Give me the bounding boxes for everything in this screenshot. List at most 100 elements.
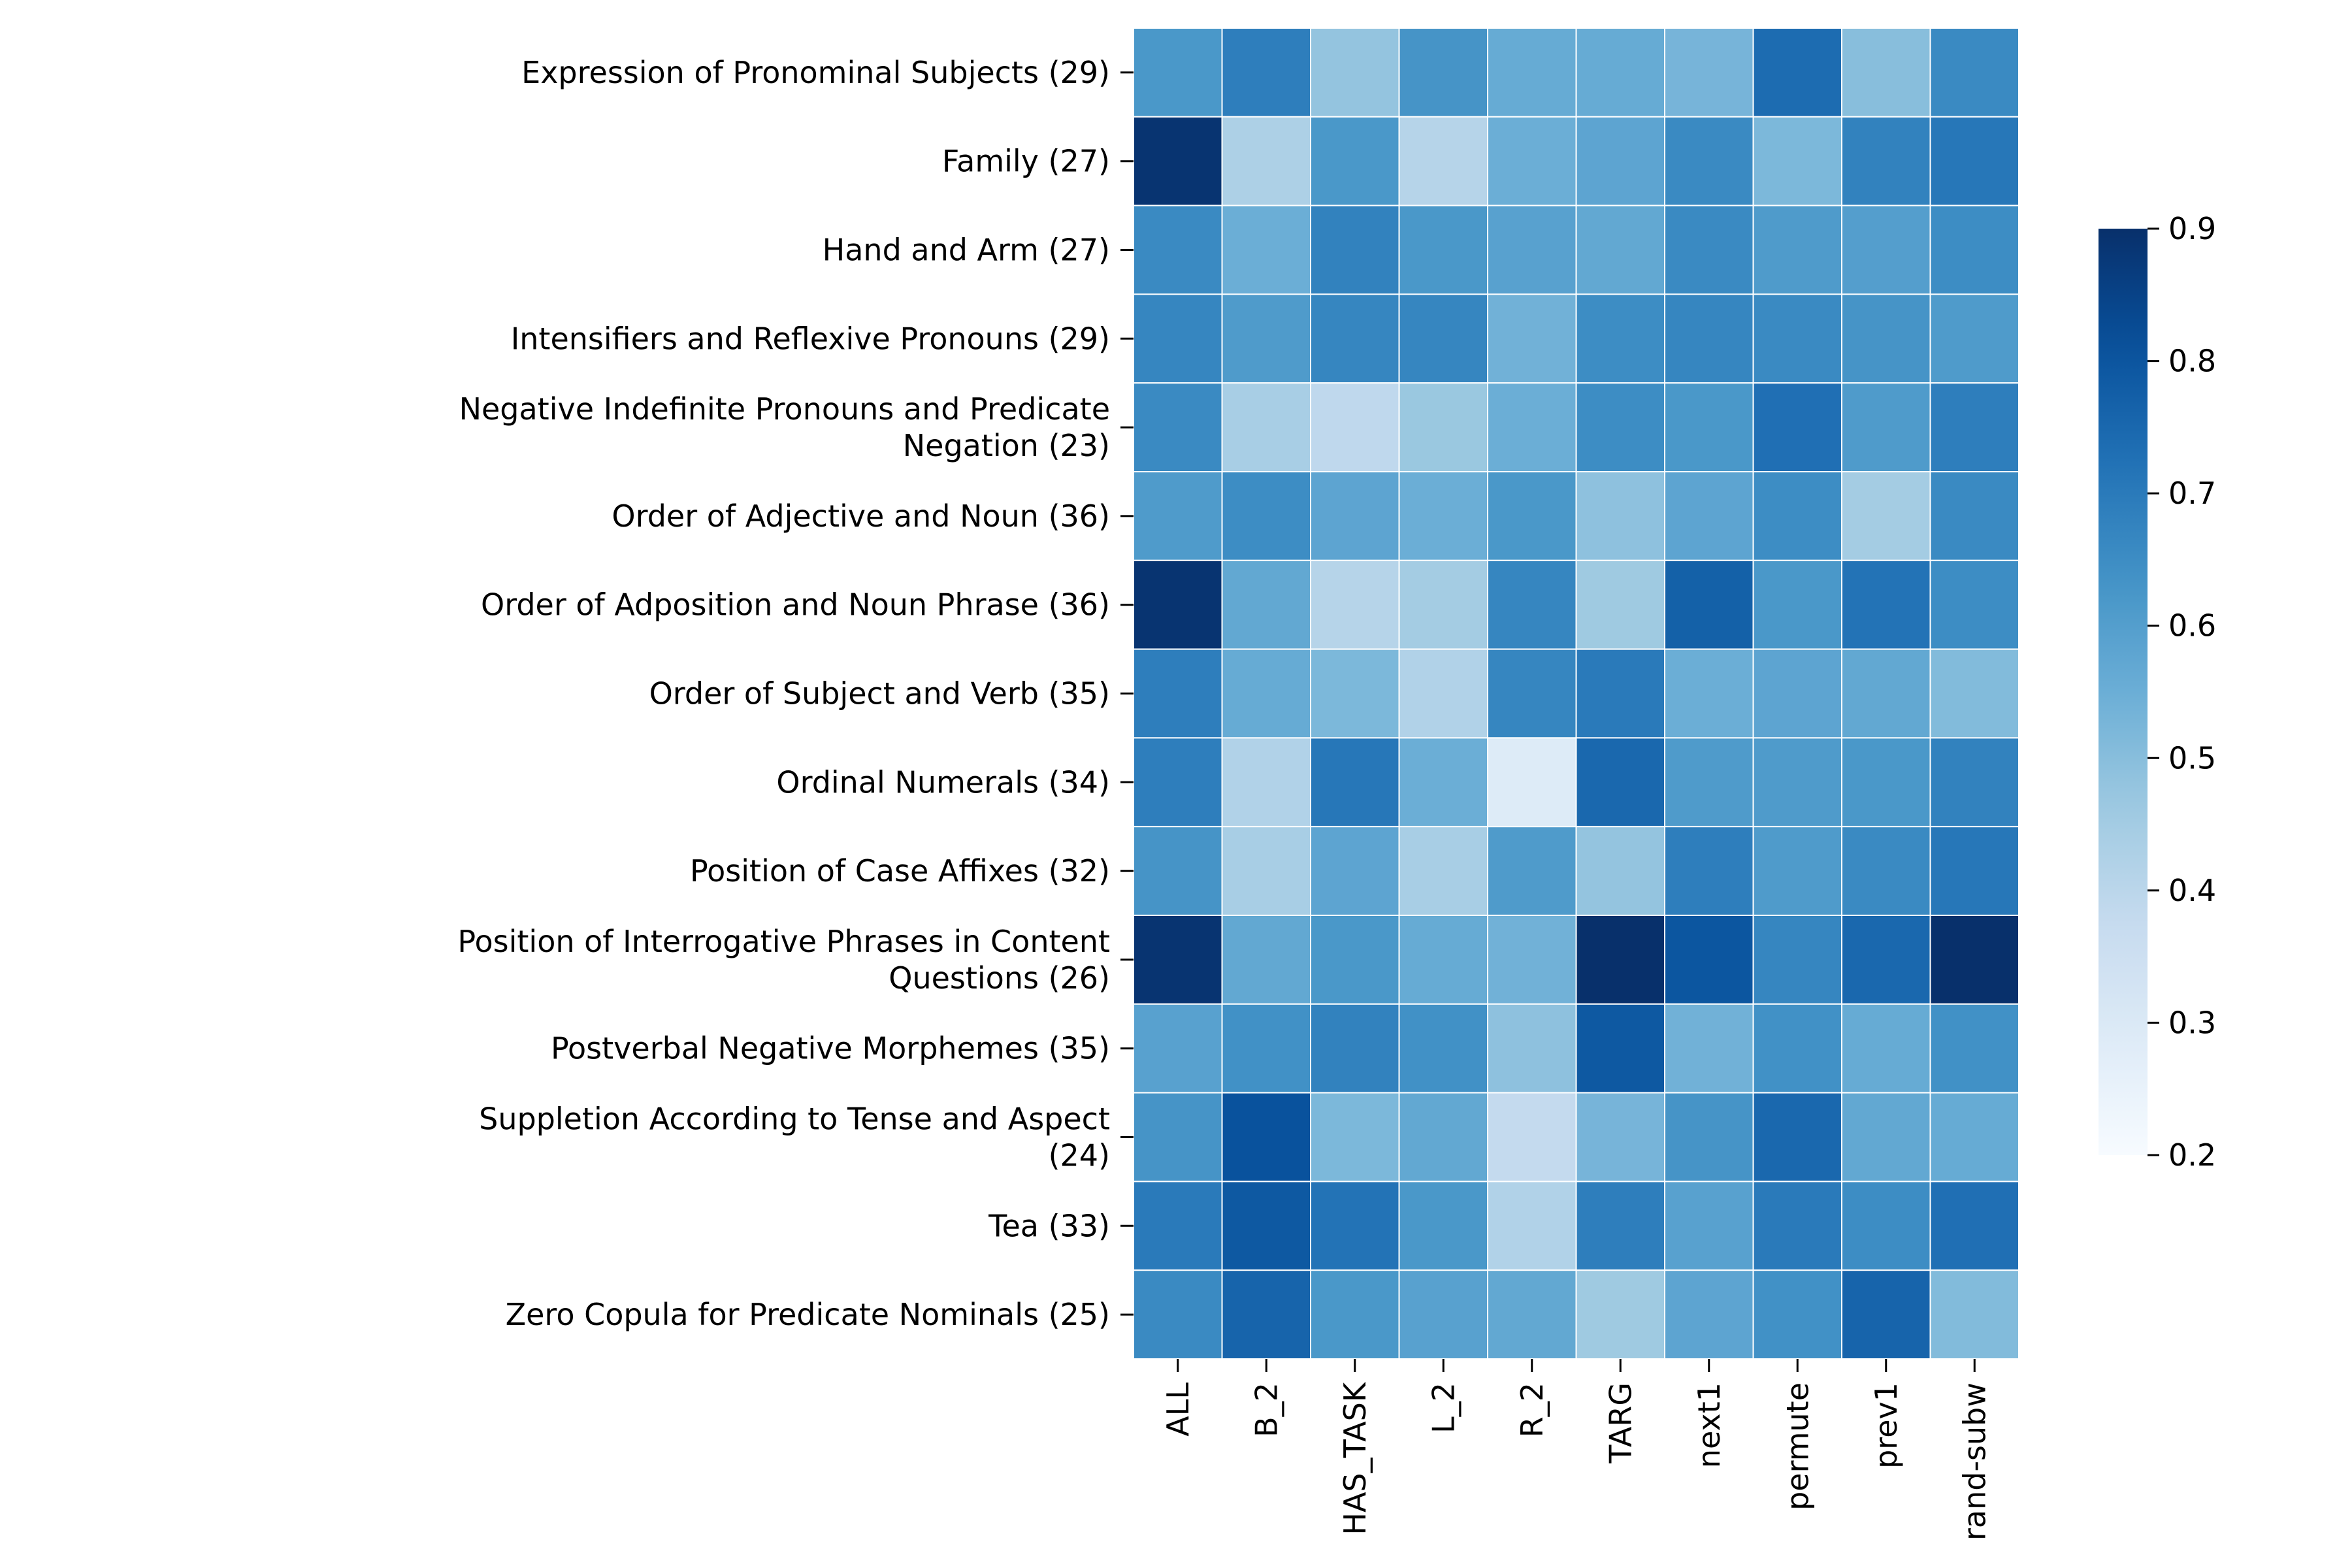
- cell-l-2-row-12: [1398, 1003, 1488, 1094]
- x-tick-label-all: ALL: [1160, 1382, 1196, 1437]
- x-tick-label-targ: TARG: [1603, 1382, 1638, 1464]
- cell-has-task-row-10: [1310, 826, 1400, 916]
- cell-r-2-row-1: [1487, 27, 1577, 118]
- cell-has-task-row-4: [1310, 293, 1400, 384]
- cell-prev1-row-10: [1841, 826, 1931, 916]
- cell-b-2-row-11: [1221, 915, 1311, 1005]
- cell-r-2-row-8: [1487, 648, 1577, 739]
- cell-targ-row-14: [1575, 1181, 1665, 1271]
- cell-b-2-row-13: [1221, 1092, 1311, 1183]
- cell-permute-row-13: [1752, 1092, 1842, 1183]
- cell-prev1-row-15: [1841, 1269, 1931, 1360]
- x-tick-label-b-2: B_2: [1249, 1382, 1284, 1437]
- cell-l-2-row-2: [1398, 116, 1488, 206]
- cell-all-row-1: [1133, 27, 1223, 118]
- cell-permute-row-10: [1752, 826, 1842, 916]
- cell-next1-row-12: [1664, 1003, 1754, 1094]
- y-tick-label-15: Zero Copula for Predicate Nominals (25): [506, 1297, 1110, 1332]
- colorbar-ticks: 0.2 0.3 0.4 0.5 0.6 0.7 0.8 0.9: [2148, 211, 2216, 1173]
- cell-targ-row-9: [1575, 737, 1665, 828]
- cell-b-2-row-6: [1221, 471, 1311, 561]
- cell-targ-row-13: [1575, 1092, 1665, 1183]
- cell-next1-row-10: [1664, 826, 1754, 916]
- y-axis-ticks: Expression of Pronominal Subjects (29) Fa…: [457, 55, 1134, 1332]
- cell-permute-row-7: [1752, 559, 1842, 650]
- cell-prev1-row-6: [1841, 471, 1931, 561]
- cell-l-2-row-3: [1398, 204, 1488, 295]
- cell-next1-row-14: [1664, 1181, 1754, 1271]
- cell-has-task-row-3: [1310, 204, 1400, 295]
- y-tick-label-1: Expression of Pronominal Subjects (29): [521, 55, 1110, 90]
- cell-permute-row-4: [1752, 293, 1842, 384]
- cell-permute-row-11: [1752, 915, 1842, 1005]
- x-tick-label-has-task: HAS_TASK: [1337, 1381, 1373, 1535]
- cell-rand-subw-row-7: [1929, 559, 2019, 650]
- cell-all-row-5: [1133, 382, 1223, 473]
- cell-permute-row-6: [1752, 471, 1842, 561]
- cell-b-2-row-15: [1221, 1269, 1311, 1360]
- cell-next1-row-7: [1664, 559, 1754, 650]
- cell-rand-subw-row-1: [1929, 27, 2019, 118]
- colorbar-tick-label-0.3: 0.3: [2168, 1005, 2216, 1040]
- y-tick-label-11-line-1: Position of Interrogative Phrases in Con…: [457, 924, 1110, 959]
- cell-rand-subw-row-2: [1929, 116, 2019, 206]
- cell-all-row-6: [1133, 471, 1223, 561]
- cell-prev1-row-14: [1841, 1181, 1931, 1271]
- cell-has-task-row-7: [1310, 559, 1400, 650]
- cell-prev1-row-13: [1841, 1092, 1931, 1183]
- cell-r-2-row-15: [1487, 1269, 1577, 1360]
- cell-permute-row-1: [1752, 27, 1842, 118]
- x-tick-label-permute: permute: [1780, 1382, 1815, 1511]
- cell-next1-row-2: [1664, 116, 1754, 206]
- cell-permute-row-15: [1752, 1269, 1842, 1360]
- cell-l-2-row-6: [1398, 471, 1488, 561]
- cell-has-task-row-15: [1310, 1269, 1400, 1360]
- x-tick-label-prev1: prev1: [1869, 1382, 1904, 1469]
- cell-l-2-row-4: [1398, 293, 1488, 384]
- cell-targ-row-1: [1575, 27, 1665, 118]
- cell-permute-row-14: [1752, 1181, 1842, 1271]
- y-tick-label-13-line-1: Suppletion According to Tense and Aspect: [479, 1102, 1110, 1137]
- cell-next1-row-13: [1664, 1092, 1754, 1183]
- cell-permute-row-5: [1752, 382, 1842, 473]
- cell-has-task-row-9: [1310, 737, 1400, 828]
- x-tick-label-rand-subw: rand-subw: [1957, 1382, 1992, 1541]
- cell-l-2-row-9: [1398, 737, 1488, 828]
- cell-next1-row-8: [1664, 648, 1754, 739]
- cell-b-2-row-2: [1221, 116, 1311, 206]
- cell-all-row-11: [1133, 915, 1223, 1005]
- y-tick-label-3: Hand and Arm (27): [823, 233, 1110, 268]
- cell-has-task-row-8: [1310, 648, 1400, 739]
- cell-r-2-row-12: [1487, 1003, 1577, 1094]
- cell-prev1-row-4: [1841, 293, 1931, 384]
- cell-rand-subw-row-4: [1929, 293, 2019, 384]
- cell-has-task-row-6: [1310, 471, 1400, 561]
- cell-targ-row-7: [1575, 559, 1665, 650]
- cell-all-row-10: [1133, 826, 1223, 916]
- cell-has-task-row-11: [1310, 915, 1400, 1005]
- heatmap-cells: [1133, 27, 2019, 1360]
- y-tick-label-13-line-2: (24): [1049, 1138, 1110, 1173]
- cell-all-row-8: [1133, 648, 1223, 739]
- cell-has-task-row-1: [1310, 27, 1400, 118]
- y-tick-label-10: Position of Case Affixes (32): [690, 853, 1110, 889]
- cell-all-row-3: [1133, 204, 1223, 295]
- cell-l-2-row-1: [1398, 27, 1488, 118]
- x-tick-label-l-2: L_2: [1426, 1382, 1461, 1433]
- cell-b-2-row-3: [1221, 204, 1311, 295]
- cell-prev1-row-7: [1841, 559, 1931, 650]
- cell-permute-row-2: [1752, 116, 1842, 206]
- x-tick-label-r-2: R_2: [1514, 1382, 1550, 1437]
- cell-rand-subw-row-9: [1929, 737, 2019, 828]
- cell-targ-row-3: [1575, 204, 1665, 295]
- y-tick-label-11-line-2: Questions (26): [889, 960, 1110, 996]
- cell-next1-row-9: [1664, 737, 1754, 828]
- cell-all-row-9: [1133, 737, 1223, 828]
- y-tick-label-5-line-2: Negation (23): [903, 428, 1110, 463]
- cell-b-2-row-4: [1221, 293, 1311, 384]
- cell-r-2-row-2: [1487, 116, 1577, 206]
- cell-prev1-row-12: [1841, 1003, 1931, 1094]
- colorbar-tick-label-0.9: 0.9: [2168, 211, 2216, 246]
- cell-r-2-row-9: [1487, 737, 1577, 828]
- cell-all-row-15: [1133, 1269, 1223, 1360]
